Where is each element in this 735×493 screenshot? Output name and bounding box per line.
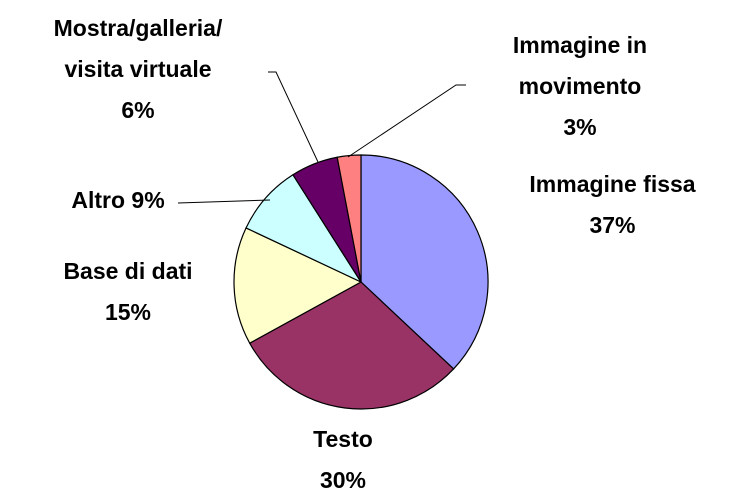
leader-line	[268, 71, 319, 163]
slice-label: Altro 9%	[48, 180, 188, 221]
category-label: Testo	[313, 426, 373, 452]
leader-line	[347, 84, 466, 158]
pie-slice	[336, 154, 362, 283]
category-label: Immagine fissa	[529, 171, 696, 197]
category-label: Immagine in movimento	[512, 32, 648, 99]
value-label: 3%	[563, 114, 597, 140]
slice-label: Immagine fissa 37%	[495, 164, 730, 246]
category-label: Mostra/galleria/ visita virtuale	[53, 15, 223, 82]
category-label: Altro	[71, 187, 126, 213]
pie-slice	[248, 281, 455, 410]
leader-line	[177, 199, 271, 204]
pie-slice	[360, 154, 489, 370]
slice-label: Testo 30%	[243, 419, 443, 493]
pie-slice	[233, 227, 363, 344]
value-label: 30%	[319, 467, 367, 493]
slice-label: Base di dati 15%	[18, 251, 238, 333]
slice-label: Mostra/galleria/ visita virtuale 6%	[0, 8, 276, 131]
slice-label: Immagine in movimento 3%	[470, 25, 690, 148]
value-label: 9%	[131, 187, 165, 213]
value-label: 37%	[589, 212, 636, 238]
category-label: Base di dati	[63, 258, 193, 284]
value-label: 15%	[104, 299, 152, 325]
value-label: 6%	[121, 97, 155, 123]
